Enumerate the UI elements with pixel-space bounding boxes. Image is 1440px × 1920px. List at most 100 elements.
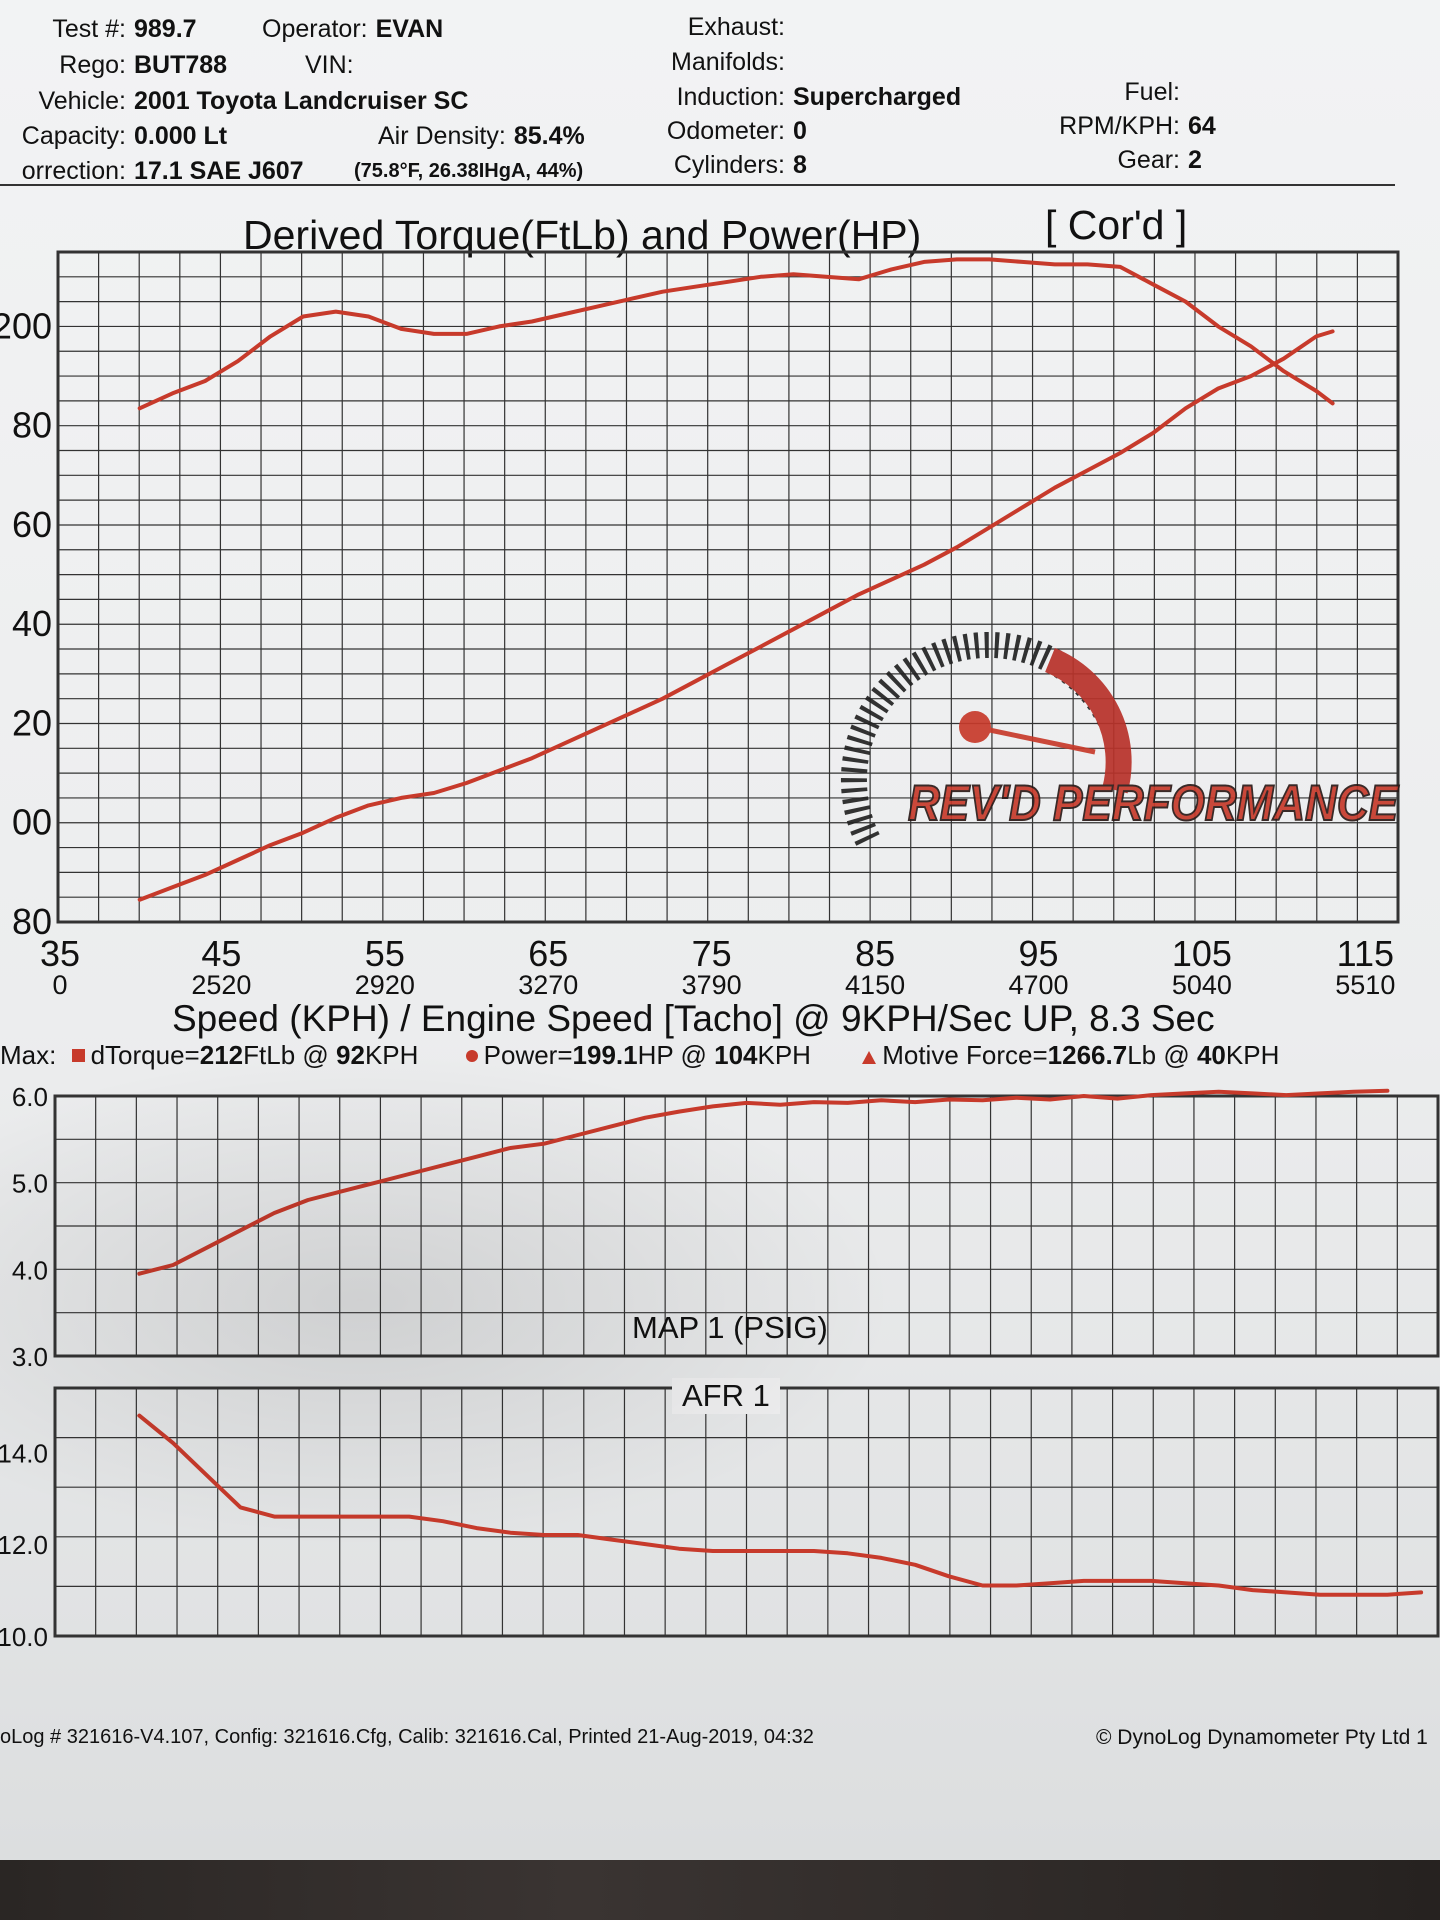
gear-field: Gear: 2 bbox=[1040, 143, 1202, 177]
header-divider bbox=[0, 184, 1395, 186]
plot-frame bbox=[56, 250, 1400, 924]
exhaust-field: Exhaust: bbox=[640, 10, 785, 44]
footer-print-info: oLog # 321616-V4.107, Config: 321616.Cfg… bbox=[0, 1726, 814, 1748]
gear-label: Gear: bbox=[1117, 146, 1180, 174]
power-value: 199.1 bbox=[572, 1040, 638, 1070]
main-chart-xlabel: Speed (KPH) / Engine Speed [Tacho] @ 9KP… bbox=[172, 998, 1215, 1039]
rpm-kph-field: RPM/KPH: 64 bbox=[1040, 109, 1216, 143]
power-dot-icon bbox=[465, 1050, 478, 1062]
corrected-tag: [ Cor'd ] bbox=[1045, 202, 1188, 248]
operator-field: Operator: EVAN bbox=[262, 12, 443, 46]
x-tick-label: 95 bbox=[1018, 933, 1058, 974]
main-chart-title: Derived Torque(FtLb) and Power(HP) bbox=[243, 212, 922, 258]
capacity-value: 0.000 Lt bbox=[134, 122, 228, 150]
power-label: Power= bbox=[483, 1040, 573, 1070]
vin-field: VIN: bbox=[305, 48, 354, 82]
map-chart-title: MAP 1 (PSIG) bbox=[632, 1310, 828, 1345]
logo-text: REV'D PERFORMANCE bbox=[908, 775, 1399, 831]
x-tick-label: 105 bbox=[1172, 933, 1232, 974]
x-tick-label: 35 bbox=[40, 933, 80, 974]
fuel-field: Fuel: bbox=[1040, 75, 1180, 109]
induction-value: Supercharged bbox=[793, 83, 962, 111]
x-tick-label: 65 bbox=[528, 933, 568, 974]
correction-detail: (75.8°F, 26.38IHgA, 44%) bbox=[354, 160, 584, 182]
revd-performance-logo: REV'D PERFORMANCE bbox=[841, 632, 1400, 846]
torque-unit: FtLb @ bbox=[243, 1040, 329, 1070]
vehicle-value: 2001 Toyota Landcruiser SC bbox=[134, 87, 469, 115]
series-line-0 bbox=[137, 1413, 1424, 1597]
desk-surface bbox=[0, 1860, 1440, 1920]
y-tick-label: 14.0 bbox=[0, 1438, 48, 1468]
gear-value: 2 bbox=[1188, 146, 1202, 174]
rego-field: Rego: BUT788 bbox=[0, 48, 227, 82]
footer-copyright: © DynoLog Dynamometer Pty Ltd 1 bbox=[1096, 1726, 1428, 1749]
x-tick-label: 115 bbox=[1337, 933, 1394, 974]
y-tick-label: 5.0 bbox=[12, 1169, 48, 1199]
correction-field: orrection: 17.1 SAE J607 bbox=[0, 154, 304, 188]
torque-label: dTorque= bbox=[90, 1040, 200, 1070]
x-rpm-label: 5510 bbox=[1335, 970, 1395, 1000]
torque-square-icon bbox=[71, 1049, 85, 1062]
force-label: Motive Force= bbox=[882, 1040, 1048, 1070]
torque-at-unit: KPH bbox=[364, 1040, 419, 1070]
x-rpm-label: 4700 bbox=[1008, 970, 1068, 1000]
rpm-kph-label: RPM/KPH: bbox=[1059, 112, 1180, 140]
odometer-value: 0 bbox=[793, 117, 807, 145]
y-tick-label: 200 bbox=[0, 305, 52, 346]
force-triangle-icon bbox=[862, 1051, 877, 1064]
x-tick-label: 75 bbox=[692, 933, 732, 974]
series-line-0 bbox=[137, 257, 1335, 411]
capacity-label: Capacity: bbox=[21, 122, 126, 150]
cylinders-value: 8 bbox=[793, 151, 807, 179]
manifolds-label: Manifolds: bbox=[671, 48, 785, 76]
rego-value: BUT788 bbox=[134, 51, 228, 79]
x-rpm-label: 2520 bbox=[191, 970, 251, 1000]
x-rpm-label: 0 bbox=[52, 970, 67, 1000]
force-at-unit: KPH bbox=[1225, 1040, 1280, 1070]
cylinders-label: Cylinders: bbox=[673, 151, 785, 179]
rpm-kph-value: 64 bbox=[1188, 112, 1216, 140]
fuel-label: Fuel: bbox=[1124, 78, 1180, 106]
manifolds-field: Manifolds: bbox=[640, 45, 785, 79]
afr-chart-title: AFR 1 bbox=[672, 1378, 780, 1414]
test-value: 989.7 bbox=[134, 15, 197, 43]
vin-label: VIN: bbox=[305, 51, 354, 79]
vehicle-label: Vehicle: bbox=[38, 87, 126, 115]
y-tick-label: 10.0 bbox=[0, 1622, 48, 1652]
y-tick-label: 80 bbox=[12, 901, 52, 942]
power-at: 104 bbox=[714, 1040, 758, 1070]
induction-label: Induction: bbox=[676, 83, 785, 111]
vehicle-field: Vehicle: 2001 Toyota Landcruiser SC bbox=[0, 84, 468, 118]
afr-chart: 10.0 12.0 14.0 bbox=[0, 1386, 1440, 1652]
induction-field: Induction: Supercharged bbox=[640, 80, 962, 114]
y-tick-label: 00 bbox=[12, 802, 52, 843]
y-tick-label: 40 bbox=[12, 603, 52, 644]
y-tick-label: 20 bbox=[12, 702, 52, 743]
torque-at: 92 bbox=[336, 1040, 365, 1070]
exhaust-label: Exhaust: bbox=[687, 13, 785, 41]
test-number-field: Test #: 989.7 bbox=[0, 12, 197, 46]
power-unit: HP @ bbox=[637, 1040, 707, 1070]
y-tick-label: 12.0 bbox=[0, 1530, 48, 1560]
correction-value: 17.1 SAE J607 bbox=[134, 157, 304, 185]
odometer-label: Odometer: bbox=[666, 117, 785, 145]
x-rpm-label: 3270 bbox=[518, 970, 578, 1000]
x-rpm-label: 5040 bbox=[1172, 970, 1232, 1000]
operator-value: EVAN bbox=[375, 15, 444, 43]
x-rpm-label: 3790 bbox=[682, 970, 742, 1000]
y-tick-label: 60 bbox=[12, 504, 52, 545]
gauge-needle bbox=[974, 724, 1096, 755]
series-line-0 bbox=[137, 1088, 1390, 1276]
air-density-field: Air Density: 85.4% bbox=[378, 119, 585, 153]
y-tick-label: 4.0 bbox=[12, 1255, 48, 1285]
capacity-field: Capacity: 0.000 Lt bbox=[0, 119, 227, 153]
force-value: 1266.7 bbox=[1047, 1040, 1128, 1070]
torque-value: 212 bbox=[199, 1040, 244, 1070]
dyno-printout: Test #: 989.7 Operator: EVAN Rego: BUT788 V… bbox=[0, 0, 1440, 1860]
x-rpm-label: 4150 bbox=[845, 970, 905, 1000]
max-values-line: Max: dTorque=212FtLb @ 92KPH Power=199.1… bbox=[0, 1040, 1279, 1071]
y-tick-label: 6.0 bbox=[12, 1082, 48, 1112]
y-tick-label: 3.0 bbox=[12, 1342, 48, 1372]
